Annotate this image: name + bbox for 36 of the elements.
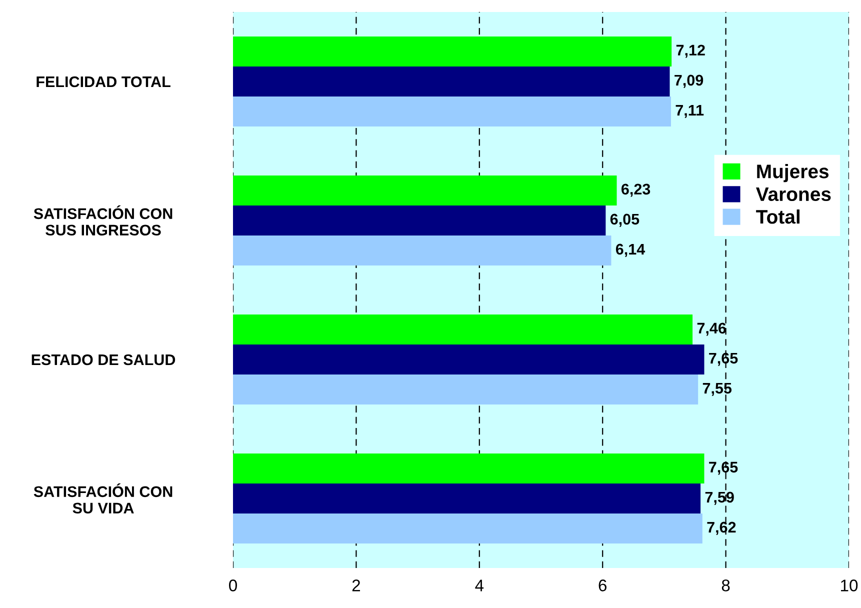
legend-label: Total bbox=[756, 209, 800, 224]
x-tick-label: 8 bbox=[722, 580, 730, 592]
bar bbox=[233, 236, 612, 266]
legend-label: Mujeres bbox=[757, 164, 829, 182]
x-tick-label: 2 bbox=[352, 580, 360, 592]
bar bbox=[233, 374, 698, 405]
data-label: 7,46 bbox=[697, 322, 726, 336]
data-label: 7,65 bbox=[709, 462, 738, 475]
bar bbox=[233, 96, 671, 127]
x-tick-label: 4 bbox=[475, 580, 484, 592]
legend-label: Varones bbox=[756, 187, 831, 202]
x-tick-label: 6 bbox=[598, 580, 606, 592]
bar bbox=[233, 205, 606, 236]
bar bbox=[233, 453, 704, 484]
x-tick-label: 10 bbox=[841, 580, 858, 592]
bar bbox=[233, 314, 693, 344]
data-label: 7,62 bbox=[707, 522, 736, 535]
bar bbox=[233, 36, 672, 66]
y-tick-label: ESTADO DE SALUD bbox=[32, 354, 176, 366]
data-label: 6,23 bbox=[621, 184, 650, 197]
data-label: 6,14 bbox=[616, 244, 646, 257]
bar bbox=[233, 344, 704, 375]
data-label: 7,09 bbox=[674, 74, 704, 88]
y-tick-label: FELICIDAD TOTAL bbox=[36, 76, 170, 88]
data-label: 6,05 bbox=[610, 214, 640, 227]
y-tick-label: SATISFACIÓN CON SU VIDA bbox=[34, 483, 172, 514]
data-label: 7,65 bbox=[709, 352, 738, 366]
x-tick-label: 0 bbox=[229, 580, 237, 592]
data-label: 7,12 bbox=[676, 44, 705, 58]
bar bbox=[233, 66, 670, 97]
data-label: 7,55 bbox=[702, 382, 732, 396]
data-label: 7,11 bbox=[676, 104, 704, 118]
bar bbox=[233, 483, 701, 514]
bar bbox=[233, 514, 702, 544]
y-tick-label: SATISFACIÓN CON SUS INGRESOS bbox=[34, 205, 172, 236]
bar bbox=[233, 175, 617, 206]
